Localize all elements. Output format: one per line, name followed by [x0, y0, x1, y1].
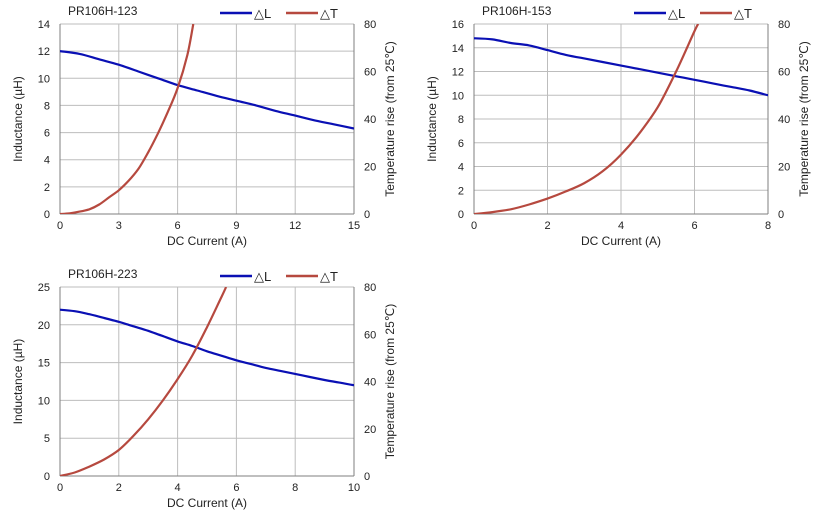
y2-tick-label: 0	[364, 471, 370, 483]
temperature-series-line	[474, 24, 700, 214]
legend-backdrop	[630, 5, 764, 22]
x-tick-label: 0	[57, 220, 63, 232]
y-tick-label: 15	[38, 358, 50, 370]
y2-tick-label: 20	[778, 162, 790, 174]
x-tick-label: 4	[618, 220, 624, 232]
y-axis-label: Inductance (µH)	[11, 76, 25, 162]
y-tick-label: 0	[44, 209, 50, 221]
x-tick-label: 10	[348, 482, 360, 494]
x-tick-label: 8	[765, 220, 771, 232]
y2-tick-label: 40	[778, 114, 790, 126]
legend-entry: △L	[668, 6, 685, 21]
y2-tick-label: 60	[778, 67, 790, 79]
y2-tick-label: 40	[364, 377, 376, 389]
chart-title: PR106H-223	[68, 267, 138, 281]
y2-tick-label: 80	[364, 282, 376, 294]
y2-tick-label: 80	[364, 19, 376, 31]
y2-axis-label: Temperature rise (from 25℃)	[383, 41, 397, 197]
y-axis-label: Inductance (µH)	[11, 339, 25, 425]
y-axis-label: Inductance (µH)	[425, 76, 439, 162]
x-tick-label: 0	[471, 220, 477, 232]
y2-tick-label: 0	[364, 209, 370, 221]
y-tick-label: 0	[458, 209, 464, 221]
x-tick-label: 6	[175, 220, 181, 232]
inductance-series-line	[60, 308, 354, 387]
x-tick-label: 4	[175, 482, 181, 494]
x-tick-label: 9	[233, 220, 239, 232]
y-tick-label: 10	[38, 395, 50, 407]
legend-entry: △T	[320, 6, 338, 21]
chart-title: PR106H-153	[482, 4, 552, 18]
y-tick-label: 0	[44, 471, 50, 483]
title-backdrop	[479, 3, 559, 19]
x-tick-label: 6	[691, 220, 697, 232]
title-backdrop	[65, 266, 145, 282]
x-tick-label: 6	[233, 482, 239, 494]
y2-tick-label: 80	[778, 19, 790, 31]
y2-tick-label: 40	[364, 114, 376, 126]
y-tick-label: 2	[44, 182, 50, 194]
x-tick-label: 0	[57, 482, 63, 494]
y-tick-label: 12	[452, 67, 464, 79]
inductance-series-line	[474, 37, 768, 97]
x-tick-label: 12	[289, 220, 301, 232]
y-tick-label: 10	[452, 90, 464, 102]
y-tick-label: 6	[458, 138, 464, 150]
legend-entry: △T	[320, 269, 338, 284]
x-tick-label: 2	[544, 220, 550, 232]
y-tick-label: 10	[38, 73, 50, 85]
y2-tick-label: 20	[364, 162, 376, 174]
chart-title: PR106H-123	[68, 4, 138, 18]
y-tick-label: 20	[38, 320, 50, 332]
y2-axis-label: Temperature rise (from 25℃)	[797, 41, 811, 197]
y-tick-label: 5	[44, 433, 50, 445]
y-tick-label: 8	[458, 114, 464, 126]
y2-tick-label: 60	[364, 67, 376, 79]
inductance-series-line	[60, 50, 354, 130]
x-axis-label: DC Current (A)	[167, 496, 247, 510]
chart-panel-3: 0 2 4 6 8 10 0 5 10 15 20 25 0 20 40 60 80 DC Current (A)…	[11, 266, 397, 510]
x-axis-label: DC Current (A)	[581, 234, 661, 248]
y2-axis-label: Temperature rise (from 25℃)	[383, 304, 397, 460]
x-tick-label: 8	[292, 482, 298, 494]
x-tick-label: 15	[348, 220, 360, 232]
y2-tick-label: 20	[364, 424, 376, 436]
chart-panel-1: 0 3 6 9 12 15 0 2 4 6 8 10 12 14 0 20 40 60 80 DC Current (…	[11, 3, 397, 248]
y-tick-label: 4	[44, 155, 50, 167]
x-tick-label: 2	[116, 482, 122, 494]
y-tick-label: 2	[458, 185, 464, 197]
y2-tick-label: 60	[364, 329, 376, 341]
y-tick-label: 12	[38, 46, 50, 58]
temperature-series-line	[60, 24, 195, 214]
legend-entry: △L	[254, 269, 271, 284]
title-backdrop	[65, 3, 145, 19]
x-tick-label: 3	[116, 220, 122, 232]
y2-tick-label: 0	[778, 209, 784, 221]
y-tick-label: 4	[458, 162, 464, 174]
legend-entry: △L	[254, 6, 271, 21]
y-tick-label: 14	[452, 43, 464, 55]
legend-entry: △T	[734, 6, 752, 21]
x-axis-label: DC Current (A)	[167, 234, 247, 248]
legend-backdrop	[216, 5, 350, 22]
y-tick-label: 16	[452, 19, 464, 31]
temperature-series-line	[60, 287, 228, 476]
legend-backdrop	[216, 268, 350, 285]
y-tick-label: 6	[44, 128, 50, 140]
y-tick-label: 25	[38, 282, 50, 294]
y-tick-label: 8	[44, 100, 50, 112]
y-tick-label: 14	[38, 19, 50, 31]
